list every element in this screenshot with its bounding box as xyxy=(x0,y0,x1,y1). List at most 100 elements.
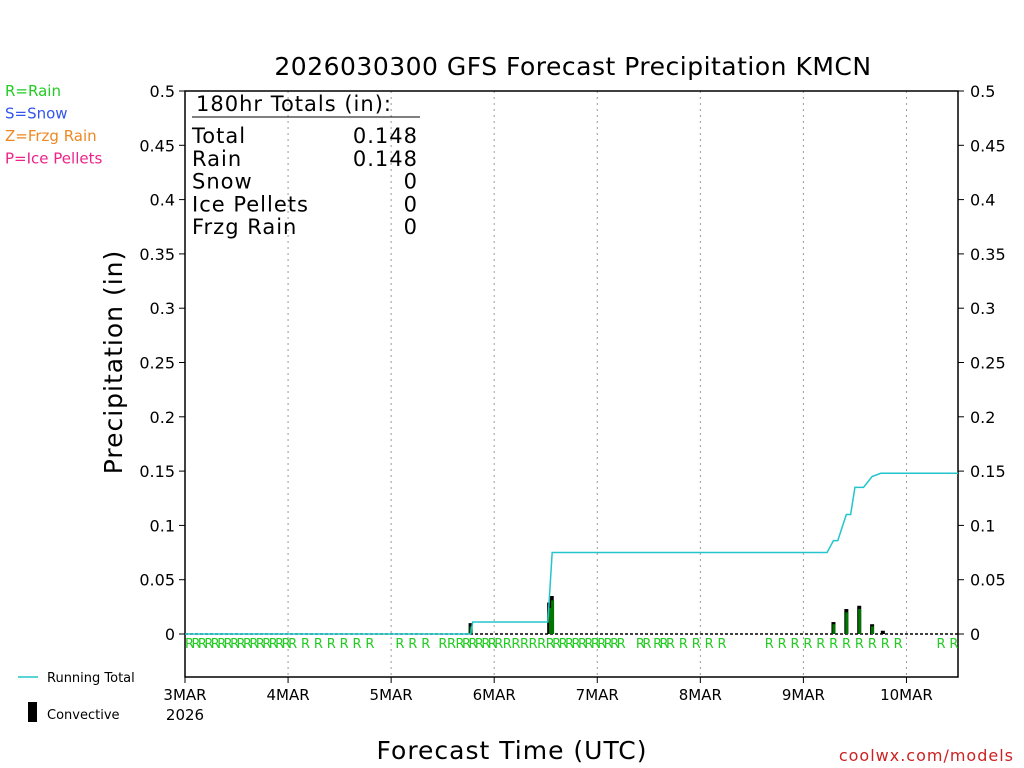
ptype-marker: R xyxy=(191,637,200,652)
y-tick-label-right: 0 xyxy=(970,625,980,644)
ptype-marker: R xyxy=(494,637,503,652)
x-tick-label: 8MAR xyxy=(679,686,722,704)
ptype-marker: R xyxy=(395,637,404,652)
ptype-marker: R xyxy=(855,637,864,652)
y-tick-label-left: 0.2 xyxy=(150,408,175,427)
ptype-marker: R xyxy=(462,637,471,652)
ptype-marker: R xyxy=(816,637,825,652)
totals-row-label: Frzg Rain xyxy=(192,215,297,239)
ptype-marker: R xyxy=(692,637,701,652)
ptype-marker: R xyxy=(591,637,600,652)
ptype-marker: R xyxy=(408,637,417,652)
ptype-marker: R xyxy=(249,637,258,652)
y-tick-label-left: 0.5 xyxy=(150,82,175,101)
y-tick-label-right: 0.3 xyxy=(970,299,995,318)
ptype-marker: R xyxy=(653,637,662,652)
convective-bar xyxy=(845,612,849,634)
ptype-marker: R xyxy=(829,637,838,652)
ptype-marker: R xyxy=(438,637,447,652)
y-tick-label-left: 0.4 xyxy=(150,191,175,210)
grid xyxy=(287,91,907,677)
y-tick-label-left: 0 xyxy=(165,625,175,644)
ticks: 0 00.05 0.050.1 0.10.15 0.150.2 0.20.25 0.250.… xyxy=(139,82,1005,724)
x-tick-label: 9MAR xyxy=(782,686,825,704)
x-tick-label: 6MAR xyxy=(473,686,516,704)
ptype-marker: R xyxy=(778,637,787,652)
y-tick-label-right: 0.35 xyxy=(970,245,1006,264)
y-tick-label-left: 0.25 xyxy=(139,354,175,373)
ptype-marker: R xyxy=(237,637,246,652)
totals-row-value: 0.148 xyxy=(353,124,418,148)
ptype-marker: R xyxy=(256,637,265,652)
y-tick-label-right: 0.2 xyxy=(970,408,995,427)
lines xyxy=(185,472,958,635)
ptype-marker: R xyxy=(447,637,456,652)
y-tick-label-right: 0.05 xyxy=(970,571,1006,590)
ptype-marker: R xyxy=(552,637,561,652)
ptype-marker: R xyxy=(314,637,323,652)
x-tick-label: 3MAR xyxy=(163,686,206,704)
ptype-marker: R xyxy=(511,637,520,652)
ptype-marker: R xyxy=(881,637,890,652)
ptype-marker: R xyxy=(301,637,310,652)
ptype-marker: R xyxy=(705,637,714,652)
ptype-marker: R xyxy=(791,637,800,652)
ptype-marker: R xyxy=(503,637,512,652)
convective-bar xyxy=(548,607,552,634)
totals-row-label: Snow xyxy=(192,170,253,194)
y-axis-label: Precipitation (in) xyxy=(99,250,128,475)
ptype-marker: R xyxy=(937,637,946,652)
x-tick-year: 2026 xyxy=(166,706,204,724)
convective-bar xyxy=(551,600,555,634)
y-tick-label-left: 0.45 xyxy=(139,136,175,155)
ptype-marker: R xyxy=(572,637,581,652)
ptype-marker: R xyxy=(352,637,361,652)
ptype-marker: R xyxy=(617,637,626,652)
plot-frame xyxy=(184,90,959,678)
totals-row-value: 0 xyxy=(404,192,418,216)
y-tick-label-left: 0.3 xyxy=(150,299,175,318)
totals-row-value: 0 xyxy=(404,170,418,194)
y-tick-label-left: 0.05 xyxy=(139,571,175,590)
legend-type-entry: R=Rain xyxy=(5,82,61,100)
ptype-marker: R xyxy=(949,637,958,652)
ptype-marker: R xyxy=(327,637,336,652)
ptype-marker: R xyxy=(224,637,233,652)
ptype-marker: R xyxy=(894,637,903,652)
ptype-marker: R xyxy=(421,637,430,652)
ptype-marker: R xyxy=(211,637,220,652)
ptype-marker: R xyxy=(217,637,226,652)
ptype-marker: R xyxy=(610,637,619,652)
ptype-marker: R xyxy=(243,637,252,652)
totals-row-label: Total xyxy=(191,124,246,148)
y-tick-label-right: 0.5 xyxy=(970,82,995,101)
ptype-marker: R xyxy=(765,637,774,652)
x-tick-label: 10MAR xyxy=(880,686,933,704)
y-tick-label-left: 0.35 xyxy=(139,245,175,264)
ptype-marker: R xyxy=(288,637,297,652)
legend-convective-swatch xyxy=(28,702,37,722)
x-axis-label: Forecast Time (UTC) xyxy=(377,736,648,765)
ptype-marker: R xyxy=(578,637,587,652)
ptype-marker: R xyxy=(803,637,812,652)
ptype-marker: R xyxy=(546,637,555,652)
y-tick-label-right: 0.4 xyxy=(970,191,995,210)
ptype-marker: R xyxy=(475,637,484,652)
ptype-marker: R xyxy=(456,637,465,652)
ptype-marker: R xyxy=(275,637,284,652)
ptype-marker: R xyxy=(718,637,727,652)
ptype-marker: R xyxy=(679,637,688,652)
legend: R=Rain S=Snow Z=Frzg Rain P=Ice Pellets Runn… xyxy=(5,82,135,723)
ptype-marker: R xyxy=(660,637,669,652)
y-tick-label-left: 0.15 xyxy=(139,462,175,481)
totals-row-label: Ice Pellets xyxy=(192,192,309,216)
convective-bar xyxy=(858,609,862,634)
y-tick-label-right: 0.15 xyxy=(970,462,1006,481)
running-total-line xyxy=(185,472,958,635)
totals-box: 180hr Totals (in): Total 0.148 Rain 0.148 Sn… xyxy=(191,92,420,239)
precip-bar xyxy=(880,630,885,634)
ptype-marker: R xyxy=(488,637,497,652)
ptype-marker: R xyxy=(520,637,529,652)
ptype-marker: R xyxy=(365,637,374,652)
